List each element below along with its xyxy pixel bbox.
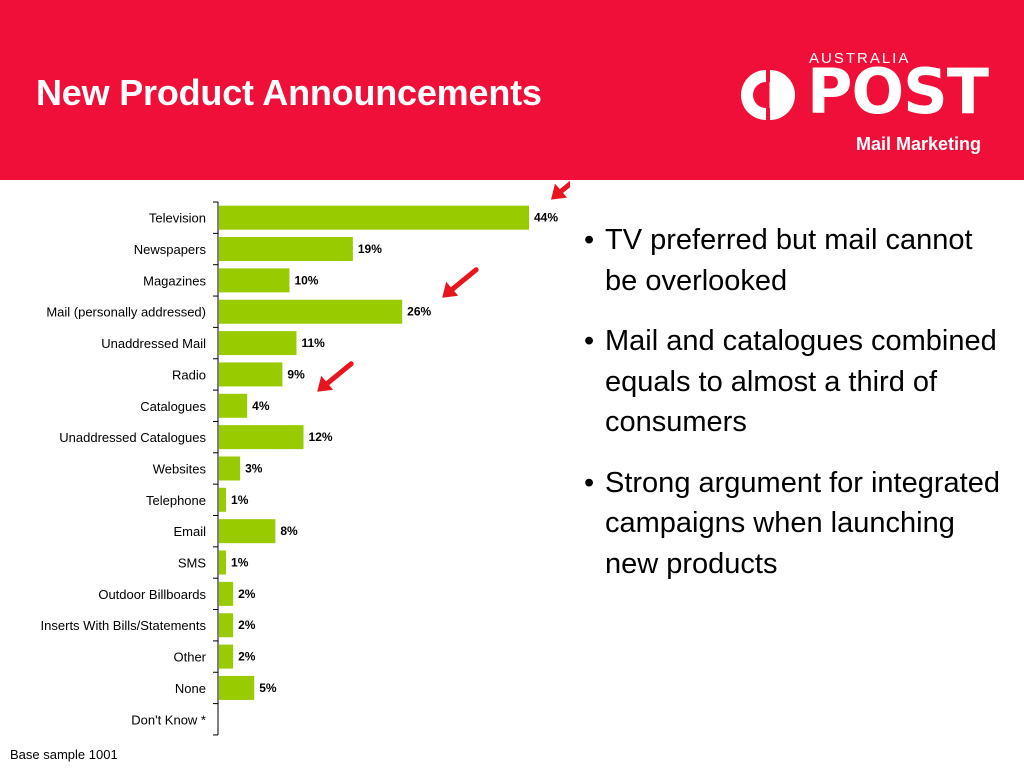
bar [219,581,234,606]
category-label: Other [173,650,206,665]
bar [219,362,283,387]
red-arrow-icon [317,361,354,392]
bullet-tv-preferred: TV preferred but mail cannot be overlook… [582,220,1002,301]
australia-post-logo: AUSTRALIA POST Mail Marketing [735,50,989,160]
category-label: SMS [178,556,207,571]
category-label: Magazines [143,273,206,288]
category-label: Mail (personally addressed) [46,305,206,320]
bar [219,268,290,293]
australia-post-symbol-icon [741,70,795,120]
data-label: 5% [259,681,277,695]
data-label: 1% [231,556,249,570]
data-label: 8% [280,524,298,538]
bar [219,456,241,481]
category-label: None [175,681,206,696]
data-label: 9% [287,367,305,381]
bar [219,425,304,450]
bar [219,299,403,324]
bar [219,393,248,418]
logo-wordmark: POST [807,55,989,128]
data-label: 2% [238,618,256,632]
logo-country-text: AUSTRALIA [809,50,911,67]
base-sample-footnote: Base sample 1001 [10,747,118,762]
media-preference-bar-chart: Television Newspapers Magazines Mail (perso… [41,180,570,736]
key-points-list: TV preferred but mail cannot be overlook… [582,220,1002,604]
data-label: 2% [238,650,256,664]
category-label: Television [149,211,206,226]
data-label: 26% [407,305,431,319]
category-label: Websites [153,461,207,476]
category-label: Unaddressed Mail [101,336,206,351]
bar [219,550,227,575]
data-label: 1% [231,493,249,507]
red-arrow-icon [442,267,479,298]
logo-tagline: Mail Marketing [855,134,981,154]
bar [219,205,529,230]
data-label: 44% [534,211,558,225]
bar [219,331,297,356]
category-label: Email [173,524,206,539]
category-label: Telephone [146,493,206,508]
data-label: 19% [358,242,382,256]
data-label: 11% [302,336,326,350]
category-label: Don't Know * [131,712,206,727]
bar [219,237,353,262]
bullet-integrated-campaigns: Strong argument for integrated campaigns… [582,463,1002,585]
bullet-mail-catalogues: Mail and catalogues combined equals to a… [582,321,1002,443]
category-label: Radio [172,367,206,382]
category-label: Newspapers [134,242,207,257]
bar [219,487,227,512]
data-label: 12% [309,430,333,444]
data-label: 3% [245,461,263,475]
page-title: New Product Announcements [36,72,542,113]
header-banner: New Product Announcements AUSTRALIA POST… [0,0,1024,180]
bar [219,519,276,544]
red-arrow-icon [551,180,570,200]
bar [219,613,234,638]
data-label: 4% [252,399,270,413]
category-label: Catalogues [140,399,206,414]
category-label: Unaddressed Catalogues [59,430,206,445]
category-label: Outdoor Billboards [98,587,206,602]
bar [219,675,255,700]
data-label: 10% [294,273,318,287]
data-label: 2% [238,587,256,601]
bar [219,644,234,669]
category-label: Inserts With Bills/Statements [41,618,207,633]
